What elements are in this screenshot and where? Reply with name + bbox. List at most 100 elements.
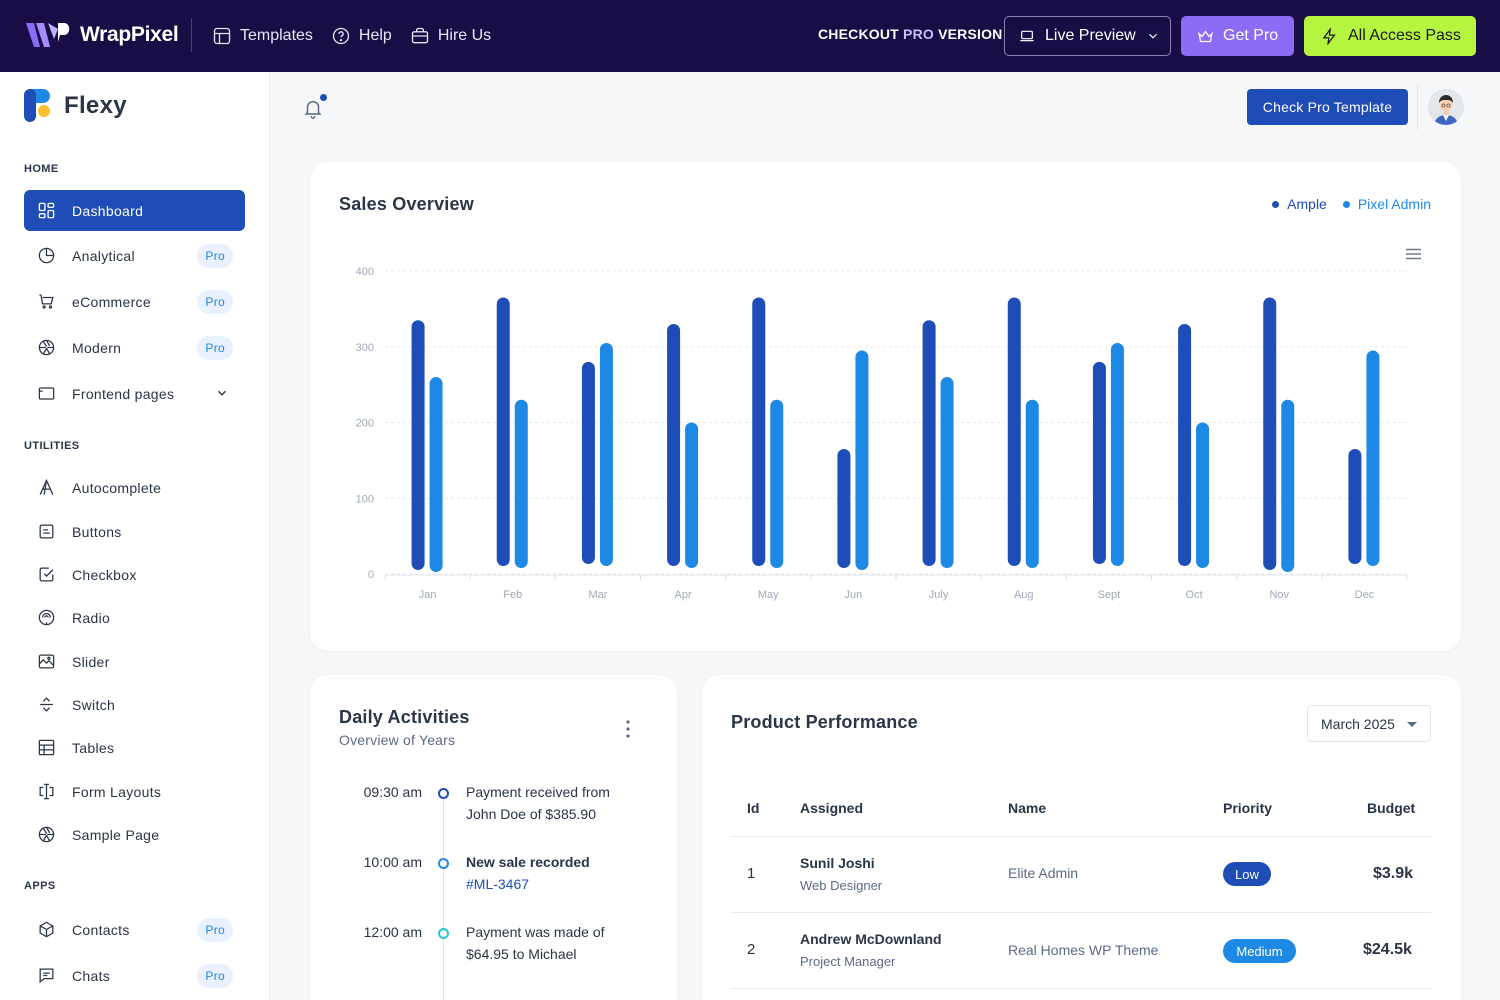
bar-pixel-admin xyxy=(514,399,528,568)
sidebar-item-autocomplete[interactable]: Autocomplete xyxy=(24,467,245,508)
section-title-apps: APPS xyxy=(24,880,56,892)
timeline-dot xyxy=(438,858,449,869)
sidebar-item-radio[interactable]: Radio xyxy=(24,597,245,638)
flexy-logo-icon xyxy=(24,89,50,122)
user-avatar-icon xyxy=(1428,89,1464,125)
sales-overview-card: Sales Overview Ample Pixel Admin 0 100 200… xyxy=(310,162,1461,651)
wrappixel-brand-name: WrapPixel xyxy=(80,23,179,46)
sidebar-item-chats[interactable]: Chats Pro xyxy=(24,955,245,996)
sidebar-item-tables[interactable]: Tables xyxy=(24,727,245,768)
sidebar-item-label: Frontend pages xyxy=(72,385,175,402)
table-icon xyxy=(37,738,56,757)
sidebar-item-contacts[interactable]: Contacts Pro xyxy=(24,909,245,950)
sidebar-item-modern[interactable]: Modern Pro xyxy=(24,327,245,368)
sidebar-item-frontend-pages[interactable]: Frontend pages xyxy=(24,373,245,414)
row-role: Project Manager xyxy=(800,954,896,969)
bar-pixel-admin xyxy=(1366,350,1380,566)
activity-time: 12:00 am xyxy=(363,924,422,940)
timeline-line xyxy=(443,799,444,1000)
top-nav-help[interactable]: Help xyxy=(331,22,392,50)
sidebar-item-ecommerce[interactable]: eCommerce Pro xyxy=(24,281,245,322)
top-nav-label: Templates xyxy=(240,27,313,44)
bar-pixel-admin xyxy=(770,399,784,568)
x-tick-label: Apr xyxy=(675,589,692,601)
bar-ample xyxy=(837,449,851,568)
sidebar-item-label: Radio xyxy=(72,609,111,626)
sidebar-item-analytical[interactable]: Analytical Pro xyxy=(24,235,245,276)
sidebar-item-checkbox[interactable]: Checkbox xyxy=(24,554,245,595)
chevron-down-icon[interactable] xyxy=(215,386,229,400)
get-pro-label: Get Pro xyxy=(1223,27,1279,44)
bar-ample xyxy=(1178,324,1192,566)
sidebar-item-label: Buttons xyxy=(72,523,122,540)
activity-line2: $64.95 to Michael xyxy=(466,946,577,962)
check-pro-template-button[interactable]: Check Pro Template xyxy=(1247,89,1408,125)
caret-down-icon xyxy=(1407,722,1417,727)
y-tick-label: 100 xyxy=(356,493,374,505)
bar-ample xyxy=(752,297,766,566)
sidebar-item-label: Chats xyxy=(72,967,111,984)
bar-ample xyxy=(1263,297,1277,570)
row-id: 1 xyxy=(747,865,756,882)
bar-pixel-admin xyxy=(1281,399,1295,572)
row-name: Elite Admin xyxy=(1008,865,1079,881)
top-nav-templates[interactable]: Templates xyxy=(212,22,313,50)
pro-badge: Pro xyxy=(197,290,233,314)
activity-text: New sale recorded #ML-3467 xyxy=(466,851,646,895)
legend-label: Pixel Admin xyxy=(1357,196,1431,212)
chart-menu-icon[interactable] xyxy=(1406,248,1421,260)
top-nav-hire-us[interactable]: Hire Us xyxy=(410,22,491,50)
all-access-pass-button[interactable]: All Access Pass xyxy=(1304,16,1476,56)
daily-activities-title: Daily Activities xyxy=(339,707,470,727)
x-tick-label: Oct xyxy=(1186,589,1203,601)
bar-pixel-admin xyxy=(1025,399,1039,568)
activity-line1: Payment received from xyxy=(466,784,610,800)
help-circle-icon xyxy=(332,27,350,45)
activity-line2: John Doe of $385.90 xyxy=(466,806,596,822)
checkbox-icon xyxy=(37,565,56,584)
pro-badge: Pro xyxy=(197,964,233,988)
top-nav-label: Help xyxy=(358,27,392,44)
checkout-suffix: VERSION xyxy=(933,26,1003,42)
switch-icon xyxy=(37,695,56,714)
legend-item-pixel-admin[interactable]: Pixel Admin xyxy=(1342,196,1431,212)
flexy-logo[interactable]: Flexy xyxy=(24,89,127,123)
sidebar-item-form-layouts[interactable]: Form Layouts xyxy=(24,771,245,812)
cart-icon xyxy=(37,292,56,311)
sidebar: Flexy HOME Dashboard Analytical Pro eCom… xyxy=(0,72,270,1000)
checkout-pro-link[interactable]: CHECKOUT PRO VERSION xyxy=(818,26,1003,42)
x-tick-label: Aug xyxy=(1014,589,1034,601)
wrappixel-logo-icon xyxy=(26,23,70,47)
bell-icon[interactable] xyxy=(302,97,324,119)
bar-ample xyxy=(411,320,425,570)
month-select[interactable]: March 2025 xyxy=(1307,705,1431,742)
sidebar-item-dashboard[interactable]: Dashboard xyxy=(24,190,245,231)
live-preview-button[interactable]: Live Preview xyxy=(1004,16,1171,56)
row-divider xyxy=(731,988,1431,989)
bar-pixel-admin xyxy=(855,350,869,570)
aperture-icon xyxy=(37,825,56,844)
activity-text: Payment was made of $64.95 to Michael xyxy=(466,921,646,965)
dashboard-icon xyxy=(37,201,56,220)
get-pro-button[interactable]: Get Pro xyxy=(1181,16,1294,56)
column-header-assigned: Assigned xyxy=(800,800,864,816)
activity-link[interactable]: #ML-3467 xyxy=(466,876,530,892)
column-header-budget: Budget xyxy=(1367,800,1416,816)
sales-bar-chart: 0 100 200 300 400 Jan Feb Mar Apr May Jun July Aug Se… xyxy=(356,266,1408,601)
sidebar-item-sample-page[interactable]: Sample Page xyxy=(24,814,245,855)
sidebar-item-switch[interactable]: Switch xyxy=(24,684,245,725)
sidebar-item-label: Analytical xyxy=(72,247,135,264)
wrappixel-logo[interactable]: WrapPixel xyxy=(24,20,179,50)
more-vertical-icon[interactable] xyxy=(626,720,630,738)
month-select-value: March 2025 xyxy=(1321,715,1395,732)
y-tick-label: 400 xyxy=(356,266,374,278)
sidebar-item-slider[interactable]: Slider xyxy=(24,641,245,682)
product-performance-title: Product Performance xyxy=(731,712,918,732)
avatar[interactable] xyxy=(1428,89,1464,125)
row-divider xyxy=(731,836,1431,837)
legend-item-ample[interactable]: Ample xyxy=(1272,196,1327,212)
bar-pixel-admin xyxy=(429,377,443,572)
bar-pixel-admin xyxy=(940,377,954,568)
sidebar-item-buttons[interactable]: Buttons xyxy=(24,511,245,552)
sidebar-item-label: Modern xyxy=(72,339,122,356)
